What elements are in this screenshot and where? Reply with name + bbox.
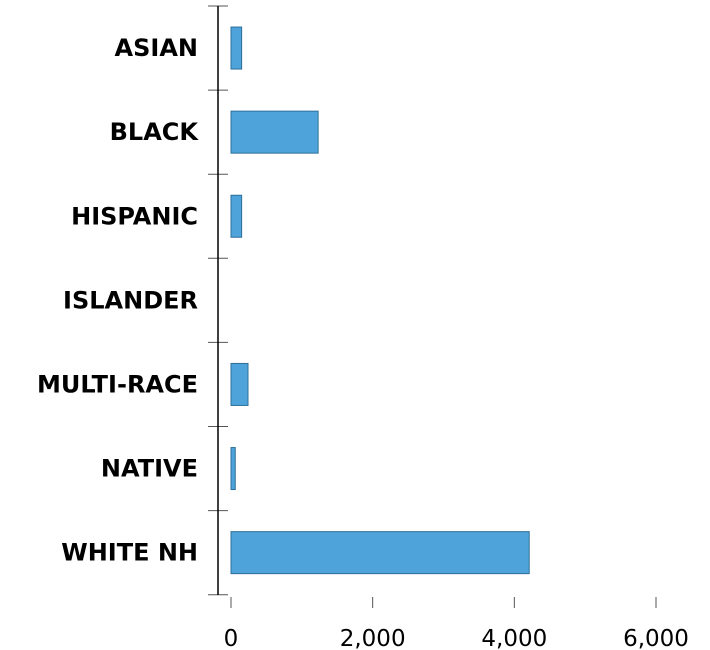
bar-asian (230, 26, 243, 70)
category-label: HISPANIC (71, 202, 198, 230)
bar-native (230, 447, 236, 491)
x-axis-ticks (230, 597, 657, 608)
bar-white-nh (230, 531, 530, 575)
category-label: WHITE NH (61, 539, 198, 567)
x-tick-label: 6,000 (623, 626, 689, 650)
category-label: ASIAN (115, 34, 198, 62)
x-tick-labels: 0 2,000 4,000 6,000 (224, 626, 689, 650)
bar-multi-race (230, 362, 249, 406)
category-label: NATIVE (101, 455, 198, 483)
category-label: MULTI-RACE (37, 370, 198, 398)
bar-black (230, 110, 319, 154)
x-tick-label: 0 (224, 626, 239, 650)
bar-hispanic (230, 194, 243, 238)
category-label: BLACK (110, 118, 200, 146)
category-label: ISLANDER (63, 286, 198, 314)
bars (230, 26, 530, 575)
category-labels: ASIAN BLACK HISPANIC ISLANDER MULTI-RACE NATI… (37, 34, 199, 567)
x-tick-label: 2,000 (340, 626, 406, 650)
x-tick-label: 4,000 (481, 626, 547, 650)
